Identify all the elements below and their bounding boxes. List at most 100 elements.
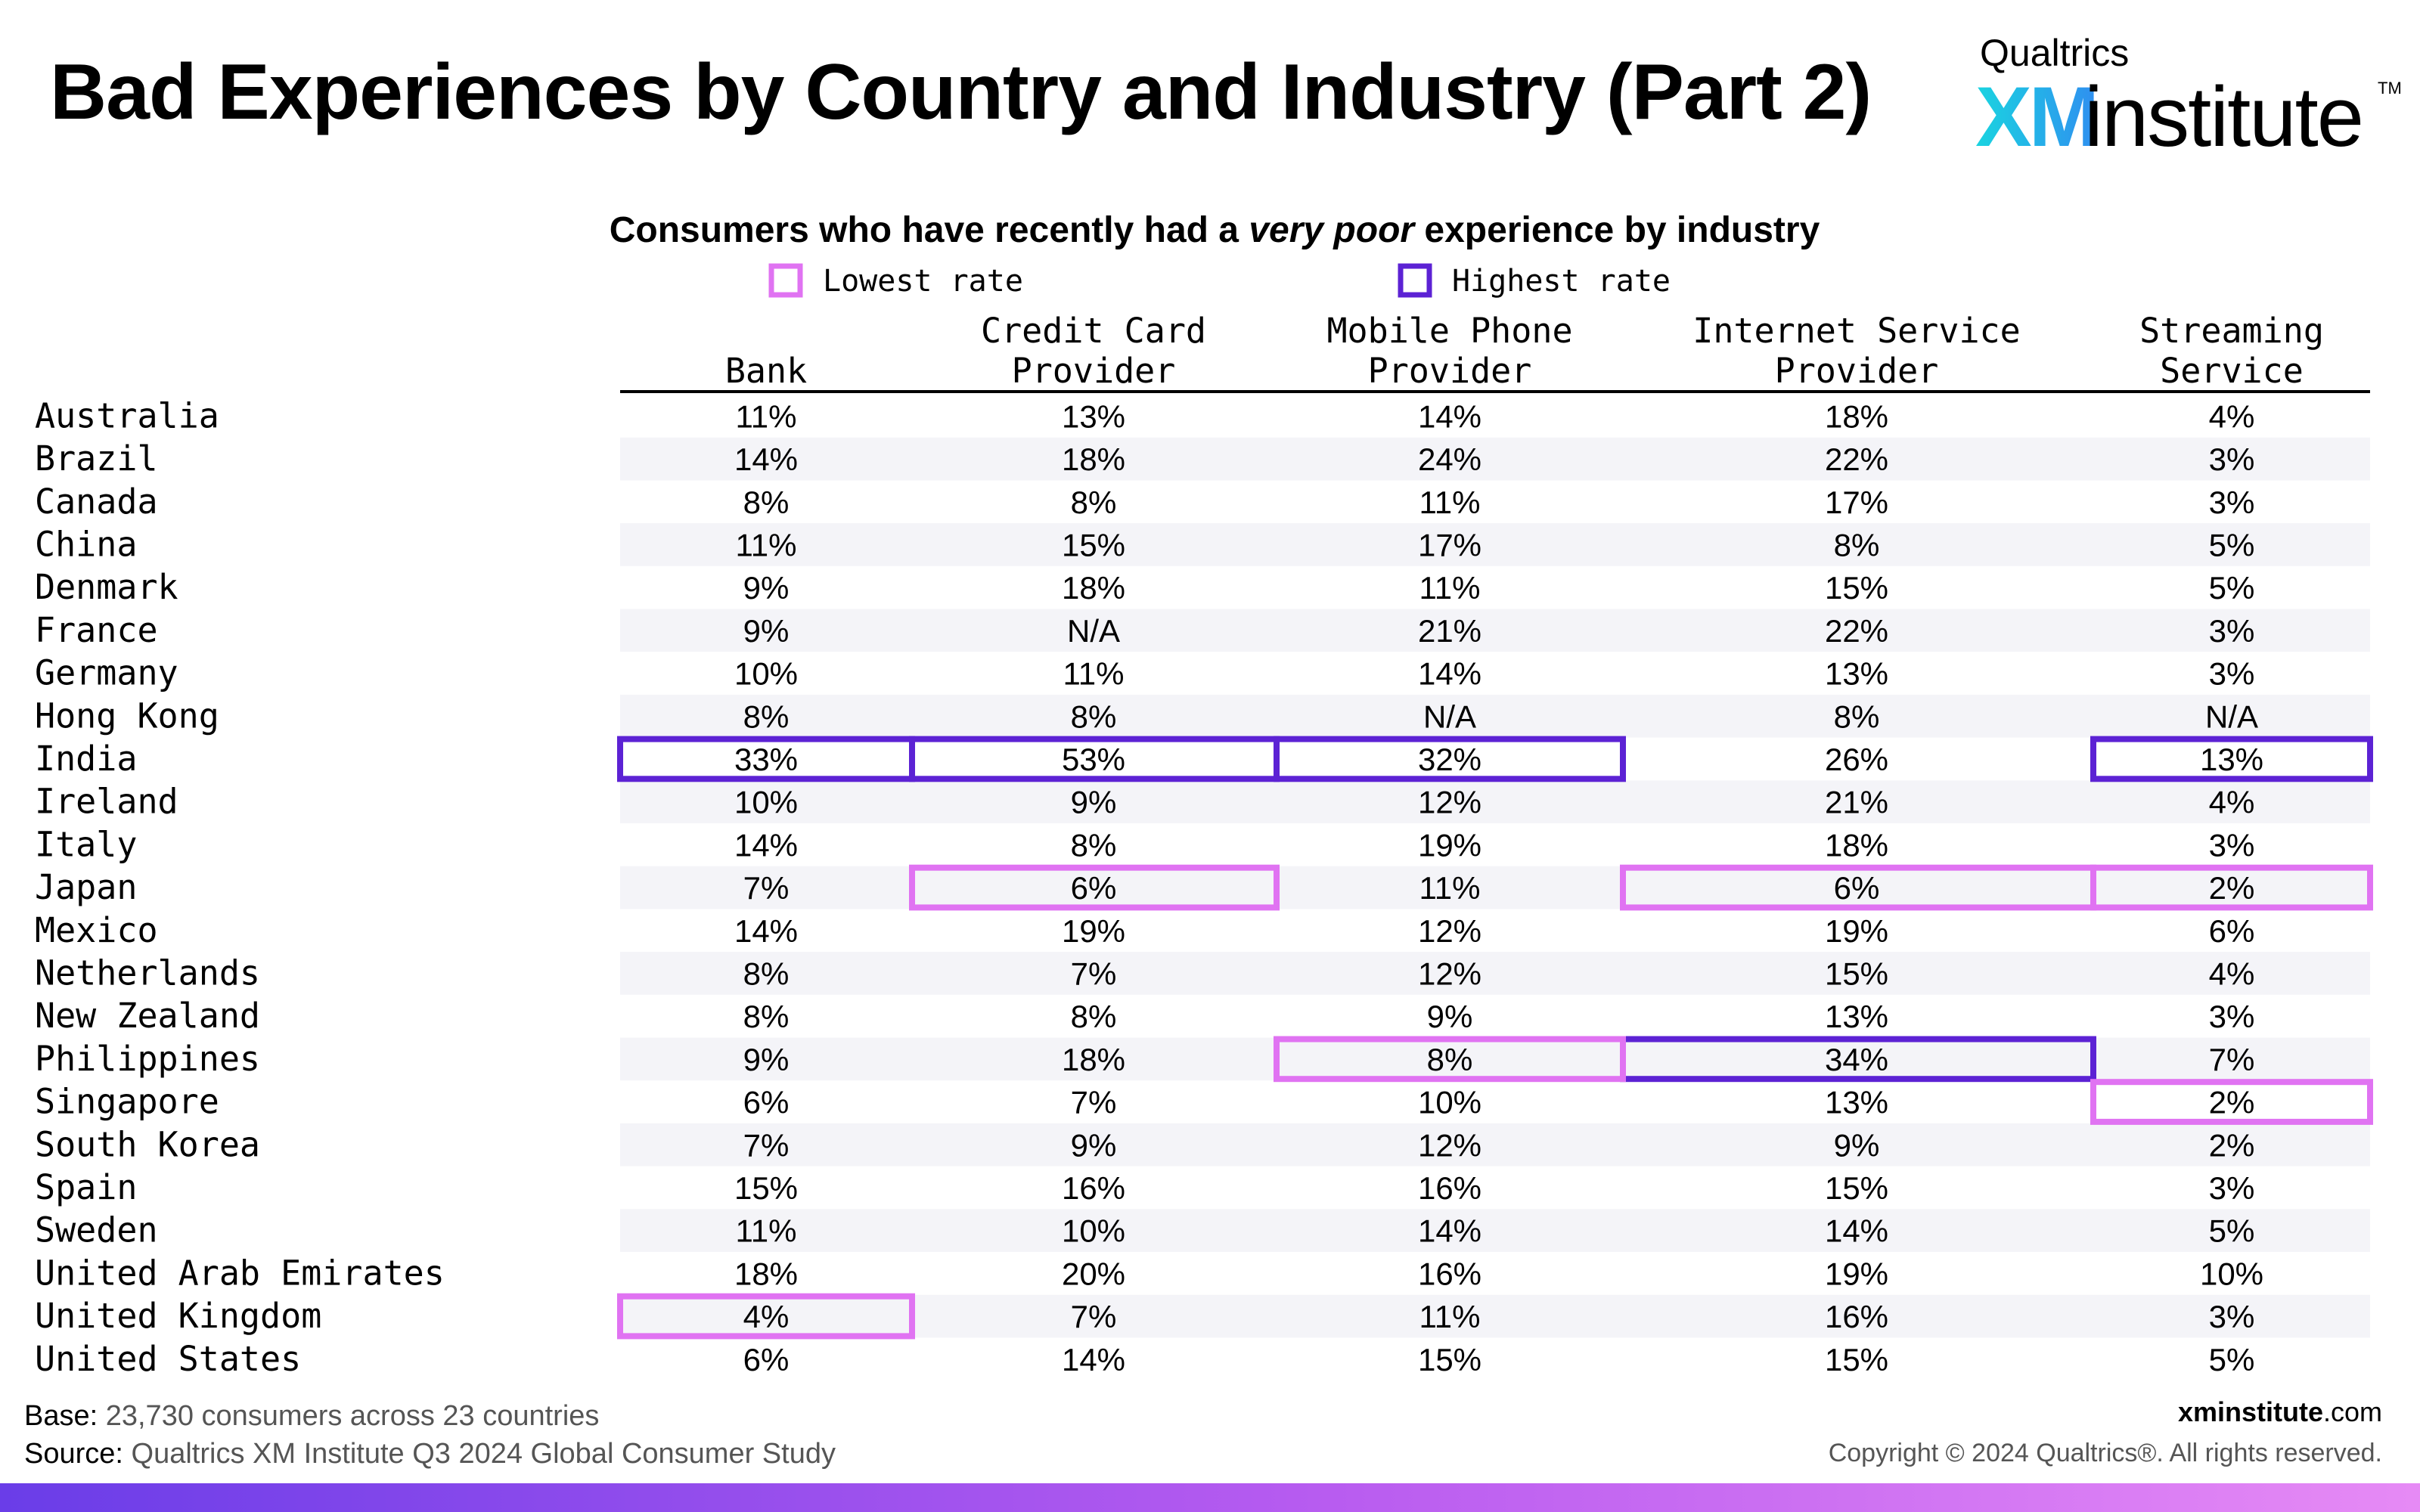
cell-value: 14% — [1418, 656, 1481, 692]
row-stripe — [620, 780, 2370, 823]
cell-value: 11% — [1063, 656, 1125, 692]
table-row: Australia 11% 13% 14% 18% 4% — [35, 395, 2254, 435]
cell-value: 3% — [2209, 999, 2255, 1034]
cell-value: 6% — [2209, 913, 2255, 949]
page-title: Bad Experiences by Country and Industry … — [50, 48, 1872, 136]
cell-value: 3% — [2209, 442, 2255, 477]
cell-value: 11% — [736, 398, 797, 434]
cell-value: 18% — [1062, 442, 1125, 477]
cell-value: 13% — [1062, 398, 1125, 434]
cell-value: 12% — [1418, 1127, 1481, 1163]
cell-value: 8% — [1071, 485, 1117, 520]
column-header-streaming-service-line-0: Streaming — [2139, 311, 2324, 351]
cell-value: 9% — [743, 613, 790, 649]
cell-value: 15% — [1825, 1342, 1888, 1377]
cell-value: 12% — [1418, 956, 1481, 991]
cell-value: 15% — [734, 1170, 798, 1206]
highlight-boxes — [617, 736, 2373, 1340]
table-row: Germany 10% 11% 14% 13% 3% — [35, 653, 2254, 693]
chart-title: Consumers who have recently had a very p… — [610, 210, 1820, 250]
logo-brand: Qualtrics — [1980, 32, 2130, 74]
table-row: United Arab Emirates 18% 20% 16% 19% 10% — [35, 1253, 2263, 1293]
cell-value: 6% — [743, 1342, 790, 1377]
country-label-netherlands: Netherlands — [35, 953, 260, 993]
cell-value: 12% — [1418, 785, 1481, 820]
cell-value: 8% — [743, 956, 790, 991]
cell-value: 10% — [734, 785, 798, 820]
cell-value: 3% — [2209, 656, 2255, 692]
cell-value: 2% — [2209, 870, 2255, 906]
legend-label-lowest: Lowest rate — [823, 264, 1023, 299]
country-label-united-kingdom: United Kingdom — [35, 1296, 321, 1336]
row-stripe — [620, 694, 2370, 738]
table-row: Ireland 10% 9% 12% 21% 4% — [35, 782, 2254, 822]
cell-value: 15% — [1825, 570, 1888, 606]
column-header-streaming-service-line-1: Service — [2160, 351, 2304, 391]
row-stripes — [620, 437, 2370, 1338]
legend-swatch-highest — [1398, 263, 1432, 298]
cell-value: 3% — [2209, 613, 2255, 649]
cell-value: 21% — [1825, 785, 1888, 820]
cell-value: 15% — [1062, 527, 1125, 562]
cell-value: 8% — [1071, 827, 1117, 863]
country-label-ireland: Ireland — [35, 782, 178, 822]
column-header-mobile-phone-provider-line-0: Mobile Phone — [1326, 311, 1572, 351]
cell-value: 17% — [1418, 527, 1481, 562]
cell-value: 24% — [1418, 442, 1481, 477]
column-header-internet-service-provider-line-1: Provider — [1775, 351, 1939, 391]
cell-value: 8% — [1427, 1042, 1473, 1077]
cell-value: 5% — [2209, 1213, 2255, 1249]
country-label-spain: Spain — [35, 1167, 137, 1207]
country-label-singapore: Singapore — [35, 1082, 219, 1122]
legend-swatch-lowest — [768, 263, 803, 298]
country-label-france: France — [35, 610, 158, 650]
cell-value: 2% — [2209, 1127, 2255, 1163]
cell-value: 14% — [1418, 1213, 1481, 1249]
source-text: Qualtrics XM Institute Q3 2024 Global Co… — [131, 1438, 836, 1470]
country-label-china: China — [35, 524, 137, 564]
country-label-australia: Australia — [35, 395, 219, 435]
cell-value: 10% — [1418, 1085, 1481, 1120]
cell-value: 7% — [743, 870, 790, 906]
country-label-philippines: Philippines — [35, 1039, 260, 1079]
cell-value: 14% — [1418, 398, 1481, 434]
country-label-united-arab-emirates: United Arab Emirates — [35, 1253, 445, 1293]
cell-value: 6% — [1834, 870, 1880, 906]
country-label-germany: Germany — [35, 653, 178, 693]
cell-value: 22% — [1825, 613, 1888, 649]
cell-value: 14% — [1062, 1342, 1125, 1377]
industry-table-chart: Consumers who have recently had a very p… — [35, 210, 2373, 1379]
table-row: Brazil 14% 18% 24% 22% 3% — [35, 438, 2254, 479]
table-row: China 11% 15% 17% 8% 5% — [35, 524, 2254, 564]
logo-institute: institute — [2084, 70, 2364, 164]
cell-value: 18% — [1825, 398, 1888, 434]
source-note: Source: Qualtrics XM Institute Q3 2024 G… — [24, 1435, 836, 1473]
country-label-italy: Italy — [35, 824, 137, 864]
cell-value: 5% — [2209, 1342, 2255, 1377]
highest-rate-box-india-streaming-service — [2090, 736, 2373, 782]
country-label-south-korea: South Korea — [35, 1124, 260, 1164]
cell-value: 5% — [2209, 527, 2255, 562]
row-stripe — [620, 1209, 2370, 1252]
table-row: Italy 14% 8% 19% 18% 3% — [35, 824, 2254, 864]
chart-title-part-0: Consumers who have recently had a — [610, 210, 1249, 250]
cell-value: 16% — [1825, 1299, 1888, 1334]
lowest-rate-box-japan-credit-card-provider — [909, 864, 1280, 911]
table-row: United States 6% 14% 15% 15% 5% — [35, 1339, 2254, 1379]
cell-value: 15% — [1825, 1170, 1888, 1206]
cell-value: 14% — [734, 442, 798, 477]
country-label-canada: Canada — [35, 482, 158, 522]
xm-institute-logo: Qualtrics XM institute TM — [1975, 30, 2402, 164]
cell-value: N/A — [1067, 613, 1120, 649]
site-link[interactable]: xminstitute.com — [2178, 1394, 2382, 1430]
cell-value: N/A — [1423, 699, 1476, 734]
cell-value: 19% — [1062, 913, 1125, 949]
cell-value: 13% — [1825, 1085, 1888, 1120]
chart-title-part-1: very poor — [1249, 210, 1416, 250]
logo-xm: XM — [1975, 68, 2099, 166]
cell-value: 4% — [2209, 785, 2255, 820]
column-header-credit-card-provider-line-1: Provider — [1012, 351, 1176, 391]
legend-label-highest: Highest rate — [1452, 264, 1671, 299]
cell-value: 4% — [2209, 398, 2255, 434]
